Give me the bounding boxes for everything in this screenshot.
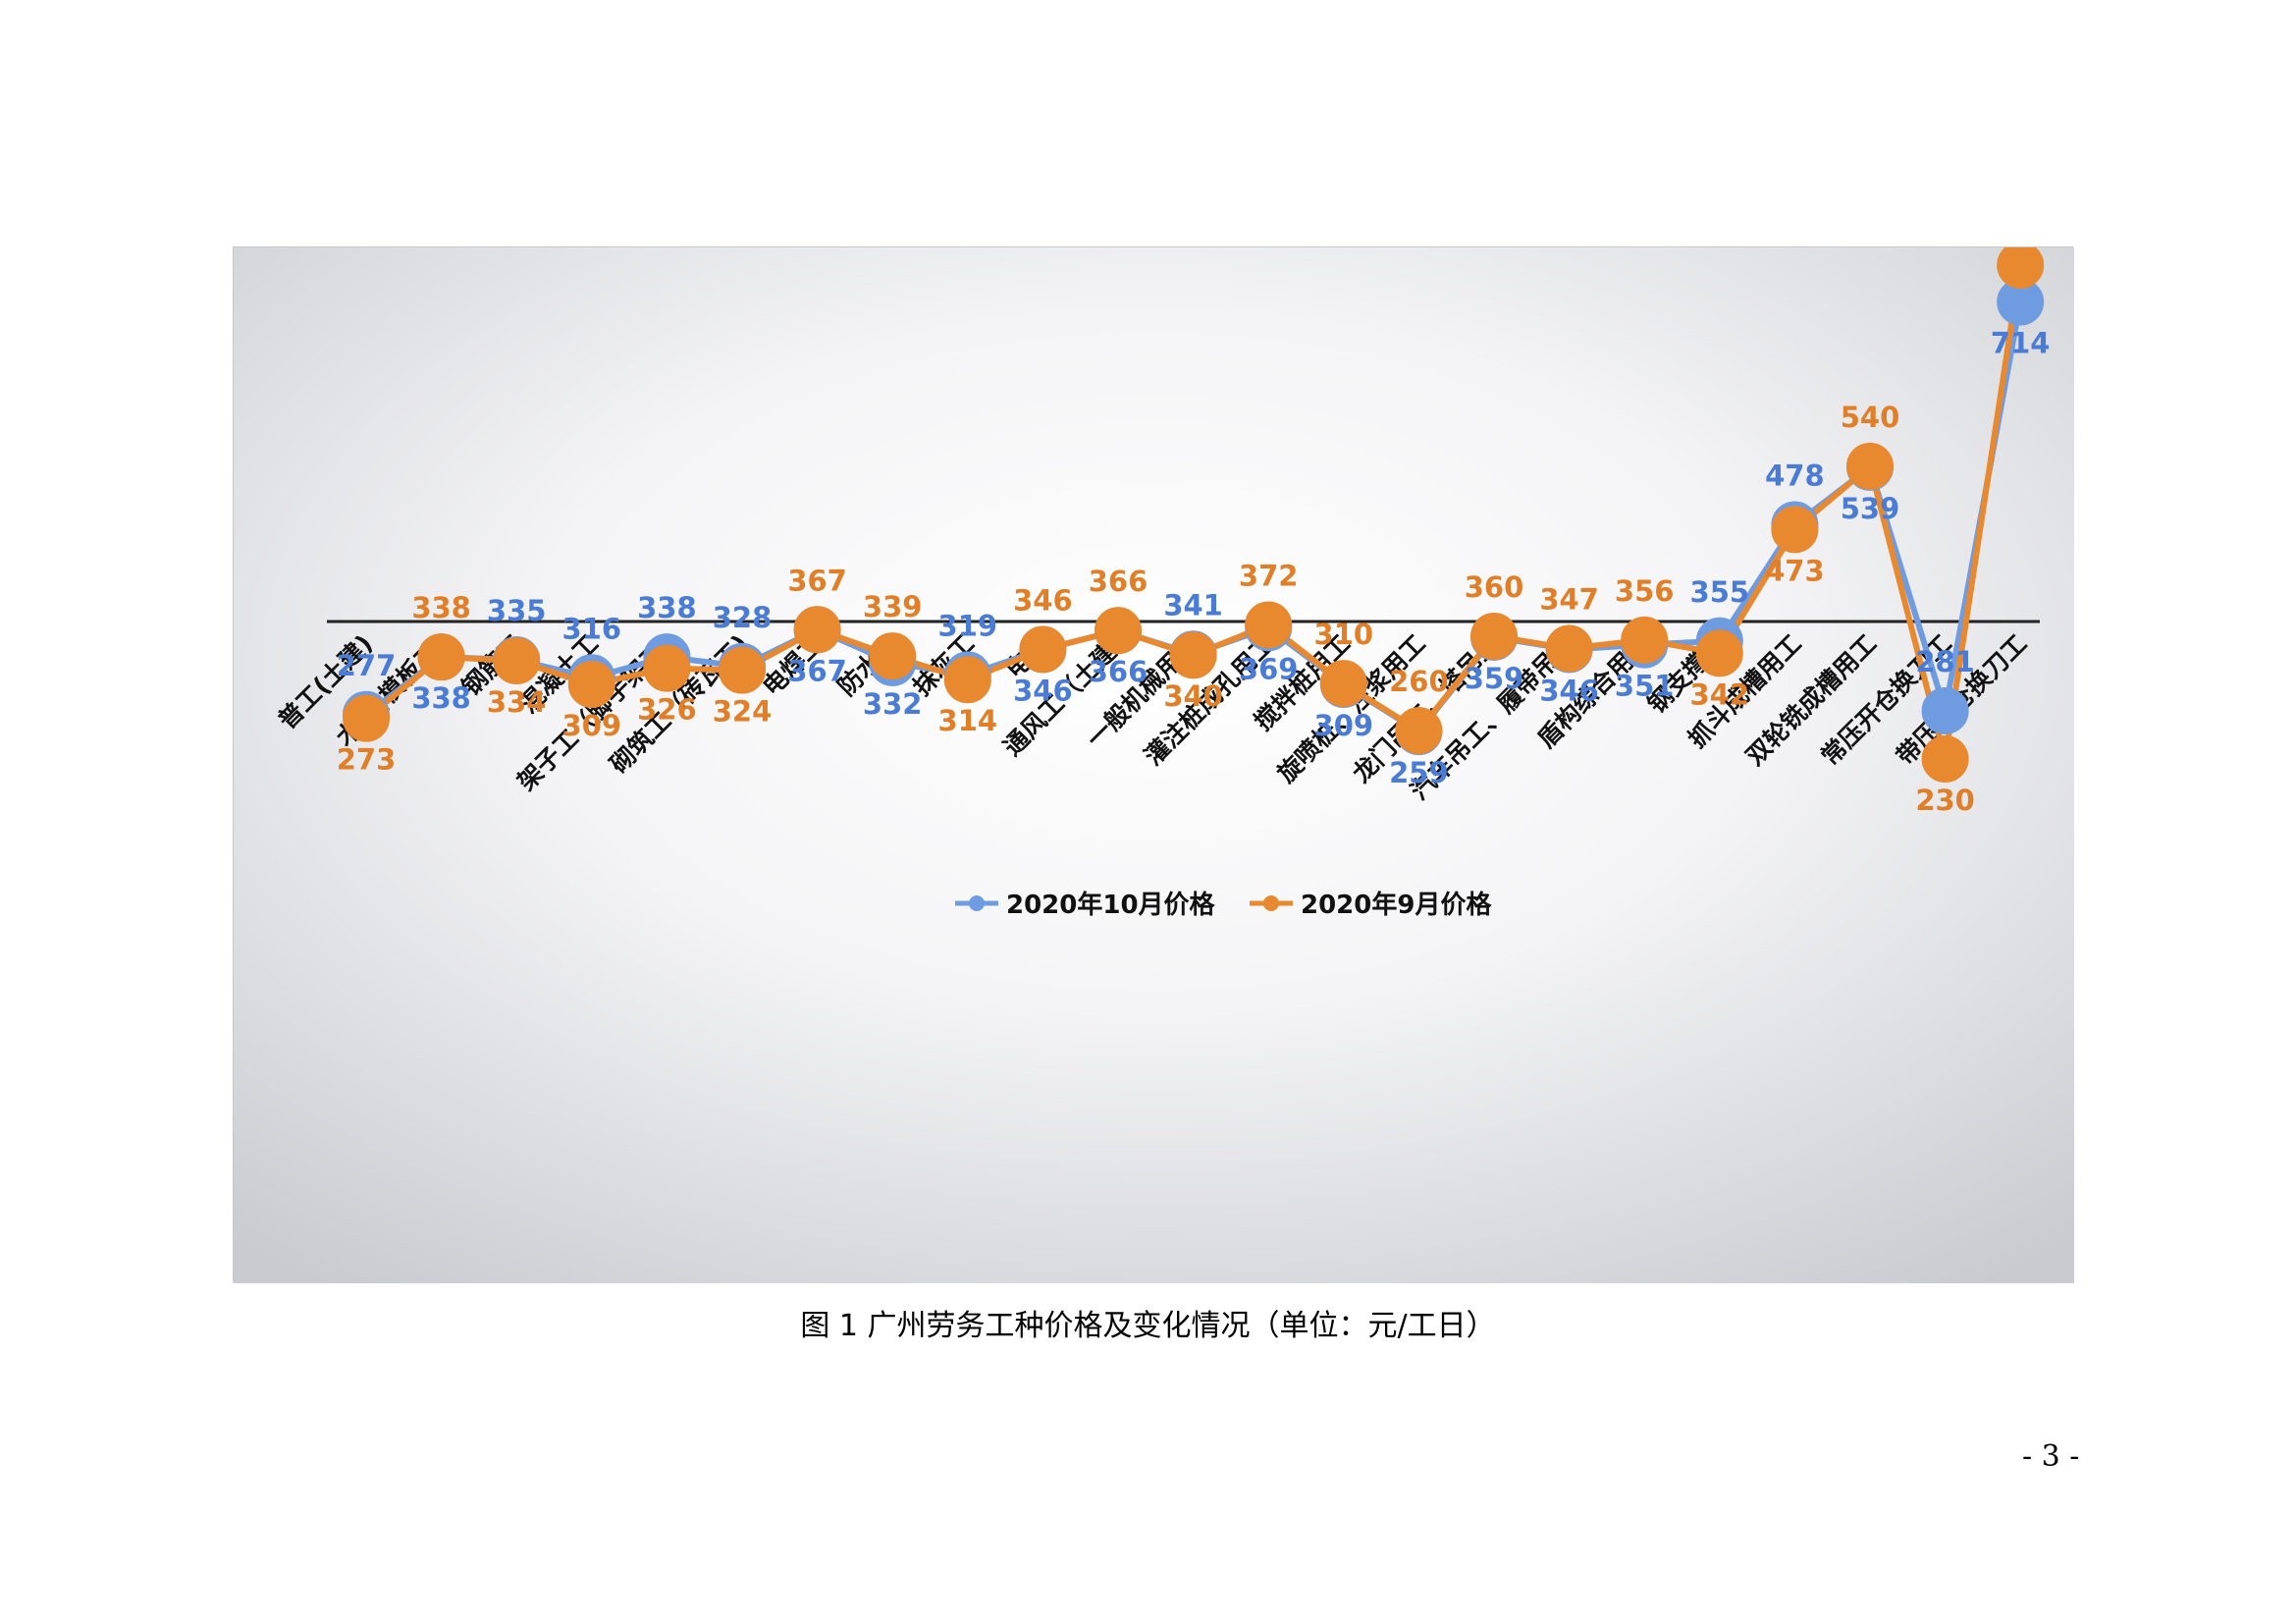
data-label-sep: 324 xyxy=(713,695,773,729)
data-label-sep: 366 xyxy=(1089,565,1148,598)
data-label-sep: 346 xyxy=(1013,583,1073,617)
data-label-oct: 332 xyxy=(863,687,923,721)
data-point-sep xyxy=(343,694,390,742)
data-label-oct: 359 xyxy=(1465,662,1524,695)
data-point-sep xyxy=(1545,624,1593,673)
data-label-sep: 338 xyxy=(411,591,471,624)
data-label-oct: 714 xyxy=(1991,327,2051,360)
data-point-sep xyxy=(1095,607,1142,655)
legend-label: 2020年9月价格 xyxy=(1301,890,1492,920)
data-label-sep: 310 xyxy=(1314,618,1374,651)
data-point-sep xyxy=(1470,612,1518,660)
data-label-sep: 326 xyxy=(637,693,697,727)
data-label-oct: 355 xyxy=(1690,575,1750,609)
data-label-sep: 540 xyxy=(1841,401,1900,434)
data-point-sep xyxy=(1319,660,1367,708)
data-label-sep: 273 xyxy=(337,743,397,777)
data-label-oct: 319 xyxy=(938,609,998,642)
data-point-sep xyxy=(1997,247,2045,290)
data-label-sep: 340 xyxy=(1163,679,1223,713)
data-point-sep xyxy=(493,636,541,684)
data-label-oct: 369 xyxy=(1239,652,1299,685)
data-label-oct: 316 xyxy=(562,612,622,645)
data-point-sep xyxy=(869,632,917,680)
data-point-sep xyxy=(1921,735,1969,784)
data-label-oct: 351 xyxy=(1615,670,1675,703)
data-point-sep xyxy=(1169,631,1217,679)
data-label-oct: 328 xyxy=(713,601,773,634)
data-point-oct xyxy=(1921,686,1969,734)
data-point-sep xyxy=(719,646,766,694)
data-label-sep: 347 xyxy=(1539,582,1599,616)
data-label-oct: 338 xyxy=(411,681,471,715)
data-label-oct: 277 xyxy=(337,649,397,682)
data-label-sep: 367 xyxy=(787,564,847,597)
legend-marker xyxy=(969,895,985,911)
data-label-sep: 372 xyxy=(1239,559,1299,592)
data-point-sep xyxy=(1395,707,1443,755)
data-label-oct: 539 xyxy=(1841,492,1900,525)
data-point-sep xyxy=(1019,625,1067,674)
legend-label: 2020年10月价格 xyxy=(1006,890,1216,920)
data-point-sep xyxy=(1245,601,1293,649)
data-label-sep: 339 xyxy=(863,590,923,623)
data-label-sep: 334 xyxy=(487,685,547,719)
data-label-sep: 230 xyxy=(1915,784,1975,817)
data-label-sep: 473 xyxy=(1765,554,1825,587)
data-point-sep xyxy=(1846,442,1894,490)
legend-marker xyxy=(1263,895,1279,911)
data-label-oct: 366 xyxy=(1089,655,1148,688)
data-label-sep: 314 xyxy=(938,704,998,737)
data-label-oct: 478 xyxy=(1765,460,1825,493)
data-point-sep xyxy=(793,606,841,654)
data-label-oct: 346 xyxy=(1539,674,1599,707)
chart-panel: 普工(土建) 木工(模板工) 钢筋工 混凝土工 架子工（脚手架工) 砌筑工（砖瓦工) 电焊工… xyxy=(233,246,2074,1283)
data-label-oct: 341 xyxy=(1163,588,1223,622)
data-label-sep: 342 xyxy=(1690,677,1750,711)
data-point-sep xyxy=(417,633,465,681)
data-point-sep xyxy=(567,661,615,709)
data-point-sep xyxy=(1771,506,1819,554)
data-point-sep xyxy=(943,656,991,704)
chart-background xyxy=(234,247,2074,1283)
data-point-sep xyxy=(1621,616,1669,664)
figure-caption: 图 1 广州劳务工种价格及变化情况（单位：元/工日） xyxy=(800,1309,1496,1343)
data-label-oct: 259 xyxy=(1389,756,1449,789)
data-label-oct: 346 xyxy=(1013,674,1073,707)
data-label-sep: 309 xyxy=(562,709,622,742)
data-label-oct: 335 xyxy=(487,594,547,627)
data-label-sep: 360 xyxy=(1465,570,1524,604)
data-point-sep xyxy=(643,644,691,692)
data-point-sep xyxy=(1695,629,1743,677)
data-label-sep: 260 xyxy=(1389,665,1449,698)
data-label-oct: 338 xyxy=(637,591,697,624)
data-label-oct: 309 xyxy=(1314,709,1374,742)
data-label-oct: 367 xyxy=(787,654,847,687)
data-label-oct: 281 xyxy=(1915,645,1975,678)
data-label-sep: 356 xyxy=(1615,574,1675,608)
page-number: - 3 - xyxy=(2022,1439,2080,1474)
